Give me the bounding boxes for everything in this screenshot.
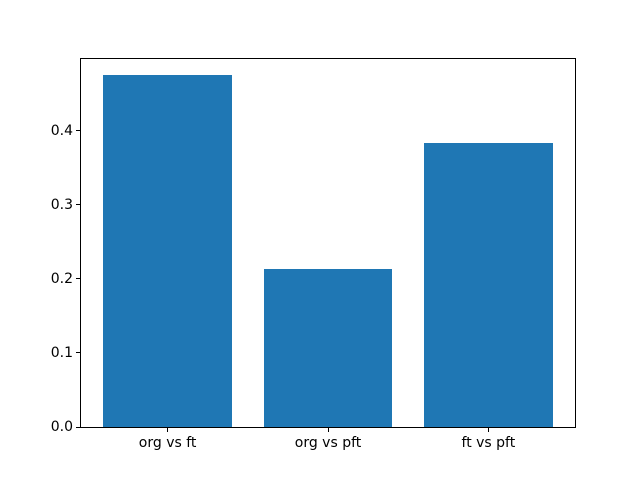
y-tick	[76, 130, 80, 132]
y-tick-label: 0.0	[50, 419, 73, 435]
bar	[103, 75, 232, 427]
y-tick	[76, 204, 80, 206]
x-tick	[487, 428, 489, 432]
y-tick-label: 0.4	[50, 122, 73, 139]
y-tick-label: 0.1	[50, 344, 73, 361]
x-tick-label: ft vs pft	[461, 435, 516, 451]
x-tick	[167, 428, 169, 432]
bar	[263, 269, 393, 427]
plot-area	[80, 58, 576, 428]
y-tick-label: 0.3	[50, 196, 73, 213]
y-tick-label: 0.2	[50, 270, 73, 287]
y-tick	[76, 278, 80, 280]
x-tick-label: org vs pft	[294, 435, 362, 451]
x-tick	[327, 428, 329, 432]
y-tick	[76, 426, 80, 428]
x-tick-label: org vs ft	[138, 435, 197, 451]
bar	[424, 143, 553, 427]
y-tick	[76, 352, 80, 354]
